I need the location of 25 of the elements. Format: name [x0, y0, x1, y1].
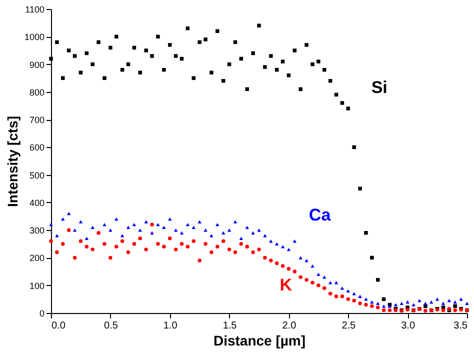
- x-tick-label: 1.0: [163, 320, 178, 332]
- series-label: Ca: [308, 206, 332, 225]
- y-tick-label: 700: [29, 115, 44, 126]
- y-tick-label: 1100: [25, 4, 44, 14]
- y-tick-label: 300: [29, 226, 44, 236]
- y-tick-label: 1000: [24, 32, 44, 42]
- y-tick-label: 0: [39, 308, 44, 318]
- y-tick-label: 900: [29, 60, 44, 70]
- y-tick-label: 100: [29, 280, 44, 291]
- y-tick-label: 600: [29, 142, 44, 153]
- x-tick-label: 2.0: [282, 320, 297, 332]
- y-tick-label: 400: [29, 198, 44, 208]
- y-axis-title: Intensity [cts]: [4, 116, 20, 208]
- x-tick-label: 3.0: [401, 320, 416, 332]
- x-axis-title: Distance [µm]: [213, 332, 306, 348]
- y-tick-label: 800: [29, 87, 44, 98]
- y-tick-label: 500: [29, 170, 44, 180]
- series-label: Si: [371, 78, 388, 98]
- x-tick-label: 1.5: [222, 320, 238, 332]
- x-tick-label: 3.5: [454, 320, 468, 332]
- y-tick-label: 200: [29, 253, 44, 264]
- series-label: K: [280, 276, 293, 295]
- x-tick-label: 0.0: [52, 320, 66, 332]
- x-tick-label: 0.5: [104, 320, 118, 332]
- x-tick-label: 2.5: [342, 320, 356, 332]
